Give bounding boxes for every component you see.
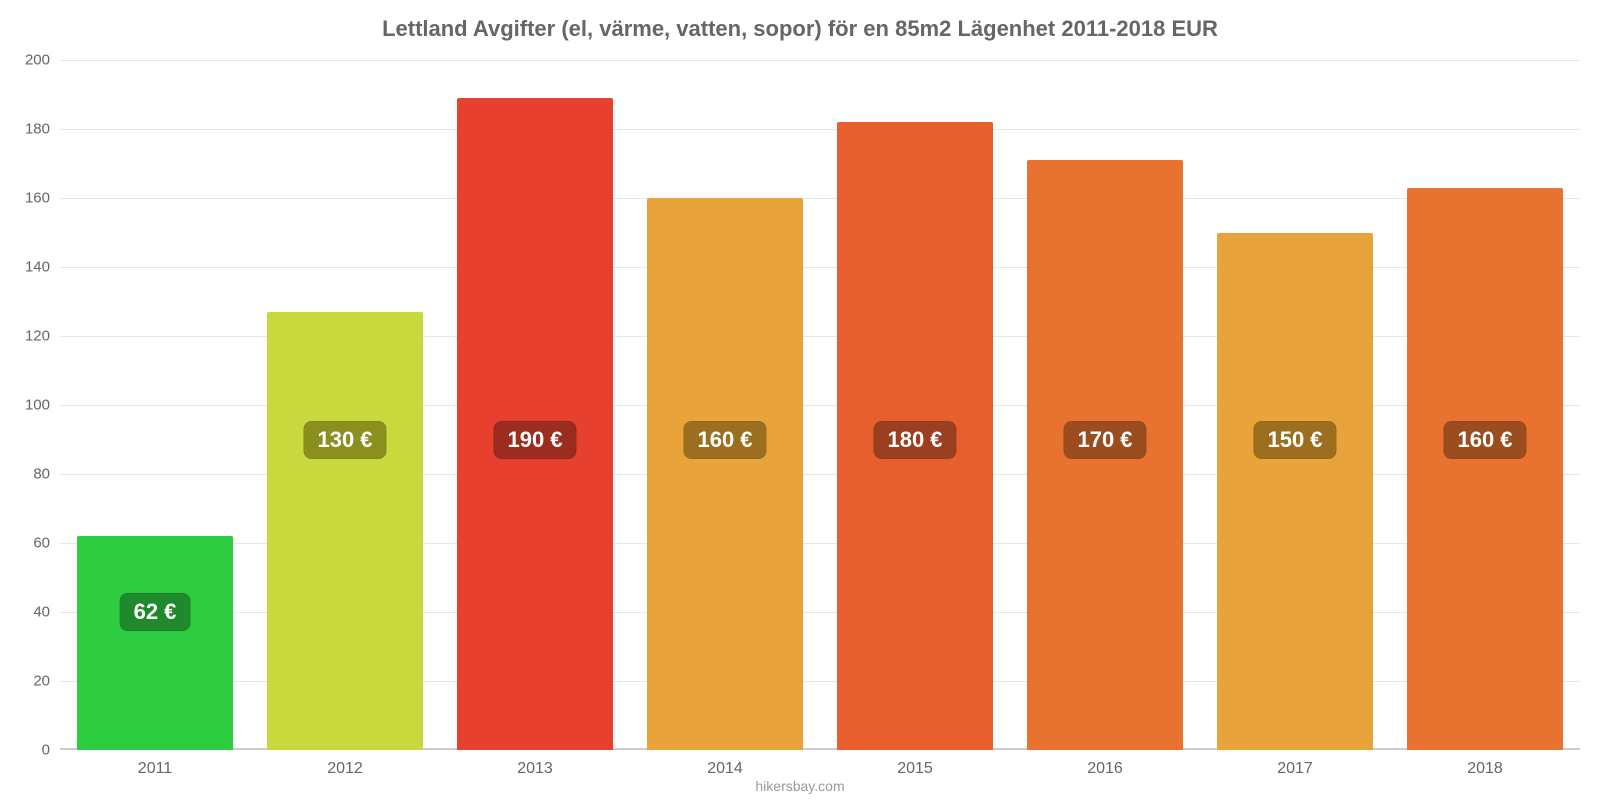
bar-slot: 150 €2017 [1200,60,1390,750]
x-tick-label: 2015 [897,750,933,778]
bars-container: 62 €2011130 €2012190 €2013160 €2014180 €… [60,60,1580,750]
bar-value-label: 170 € [1063,421,1146,459]
y-tick-label: 120 [25,328,60,345]
x-tick-label: 2011 [138,750,172,778]
chart-title: Lettland Avgifter (el, värme, vatten, so… [0,16,1600,42]
plot-area: 62 €2011130 €2012190 €2013160 €2014180 €… [60,60,1580,750]
x-tick-label: 2017 [1277,750,1313,778]
bar-slot: 180 €2015 [820,60,1010,750]
bar-value-label: 62 € [120,593,191,631]
bar-value-label: 130 € [303,421,386,459]
bar-chart: Lettland Avgifter (el, värme, vatten, so… [0,0,1600,800]
y-tick-label: 200 [25,52,60,69]
source-label: hikersbay.com [0,778,1600,794]
y-tick-label: 0 [42,742,60,759]
y-tick-label: 20 [33,673,60,690]
bar [647,198,803,750]
x-tick-label: 2016 [1087,750,1123,778]
bar-slot: 160 €2018 [1390,60,1580,750]
bar-slot: 130 €2012 [250,60,440,750]
bar [1217,233,1373,751]
x-tick-label: 2018 [1467,750,1503,778]
y-tick-label: 100 [25,397,60,414]
y-tick-label: 40 [33,604,60,621]
x-tick-label: 2012 [327,750,363,778]
bar-value-label: 160 € [1443,421,1526,459]
bar-value-label: 190 € [493,421,576,459]
bar [267,312,423,750]
x-tick-label: 2013 [517,750,553,778]
bar-slot: 62 €2011 [60,60,250,750]
bar-slot: 160 €2014 [630,60,820,750]
y-tick-label: 180 [25,121,60,138]
bar-slot: 190 €2013 [440,60,630,750]
y-tick-label: 160 [25,190,60,207]
bar-value-label: 180 € [873,421,956,459]
y-tick-label: 60 [33,535,60,552]
bar-slot: 170 €2016 [1010,60,1200,750]
y-tick-label: 80 [33,466,60,483]
x-tick-label: 2014 [707,750,743,778]
y-tick-label: 140 [25,259,60,276]
bar [77,536,233,750]
bar [1407,188,1563,750]
bar-value-label: 150 € [1253,421,1336,459]
bar-value-label: 160 € [683,421,766,459]
